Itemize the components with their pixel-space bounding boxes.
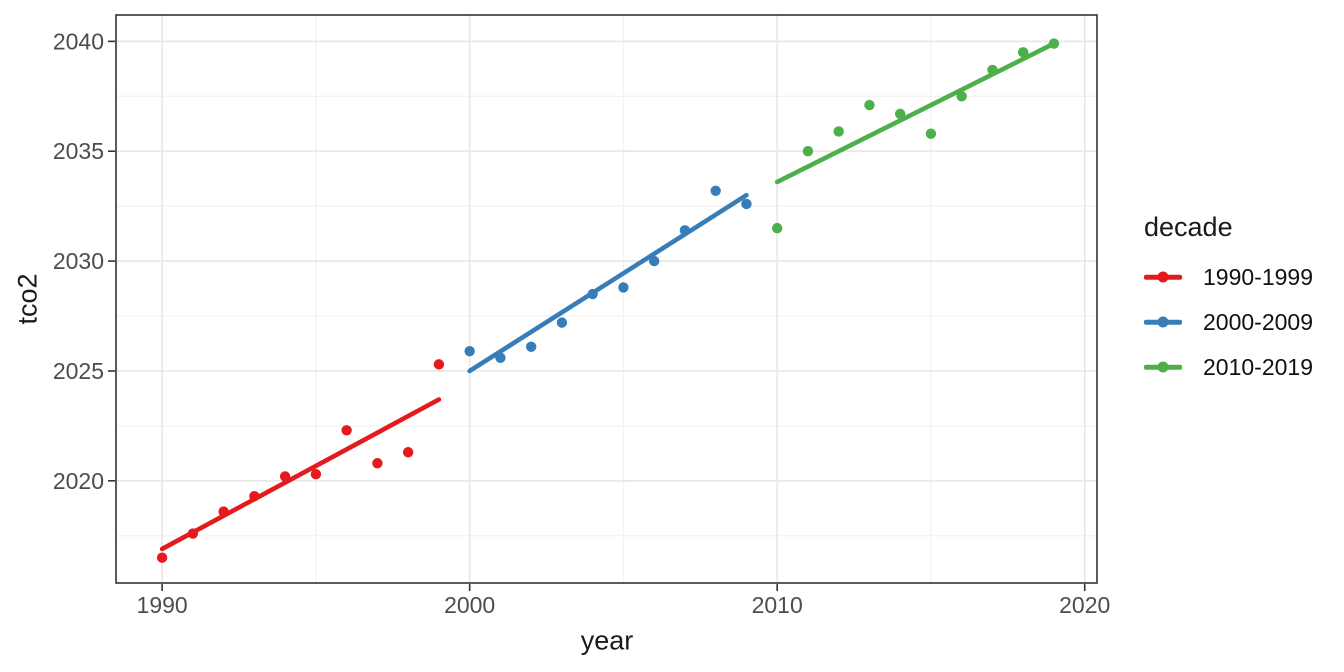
x-tick-label: 2000 (444, 592, 495, 618)
legend-key (1144, 265, 1182, 289)
data-point (864, 99, 875, 111)
y-tick-label: 2025 (53, 358, 104, 384)
data-point (556, 317, 568, 328)
data-point (464, 345, 475, 357)
legend-item: 1990-1999 (1144, 263, 1313, 290)
legend-key-dot-icon (1157, 361, 1169, 373)
y-tick-label: 2035 (53, 138, 104, 164)
legend-key-dot-icon (1157, 271, 1169, 283)
data-point (710, 185, 721, 196)
legend-item-label: 2000-2009 (1203, 308, 1313, 335)
data-point (833, 126, 844, 137)
legend-items: 1990-1999 2000-2009 2010-2019 (1144, 263, 1313, 380)
data-point (156, 552, 168, 563)
y-tick-label: 2030 (53, 248, 104, 274)
data-point (341, 425, 352, 436)
legend: decade 1990-1999 2000-2009 2010-2019 (1144, 211, 1313, 400)
data-point (372, 458, 383, 469)
data-point (402, 447, 414, 458)
y-tick-label: 2040 (53, 28, 104, 54)
y-axis-title: tco2 (12, 273, 43, 325)
x-tick-label: 2020 (1059, 592, 1110, 618)
y-tick-label: 2020 (53, 468, 104, 494)
data-point (648, 255, 660, 267)
x-tick-label: 2010 (752, 592, 803, 618)
legend-item: 2010-2019 (1144, 353, 1313, 380)
x-tick-label: 1990 (137, 592, 188, 618)
data-point (310, 469, 322, 480)
legend-key (1144, 310, 1182, 334)
legend-item-label: 1990-1999 (1203, 263, 1313, 290)
panel-border (115, 14, 1098, 584)
data-point (525, 341, 537, 352)
data-point (956, 91, 967, 102)
data-point (894, 108, 906, 120)
data-point (433, 359, 445, 370)
legend-key (1144, 355, 1182, 379)
legend-title: decade (1144, 212, 1233, 242)
data-point (1017, 47, 1029, 58)
trend-line (774, 41, 1057, 185)
data-point (925, 128, 937, 139)
data-point (802, 146, 814, 157)
trend-line (159, 397, 442, 552)
trend-line (467, 192, 749, 374)
legend-key-dot-icon (1157, 316, 1169, 328)
data-point (771, 222, 783, 234)
legend-item: 2000-2009 (1144, 308, 1313, 335)
legend-item-label: 2010-2019 (1203, 353, 1313, 380)
data-point (618, 282, 629, 293)
panel-background (116, 15, 1097, 583)
x-axis-title: year (580, 625, 634, 656)
data-point (741, 198, 752, 210)
